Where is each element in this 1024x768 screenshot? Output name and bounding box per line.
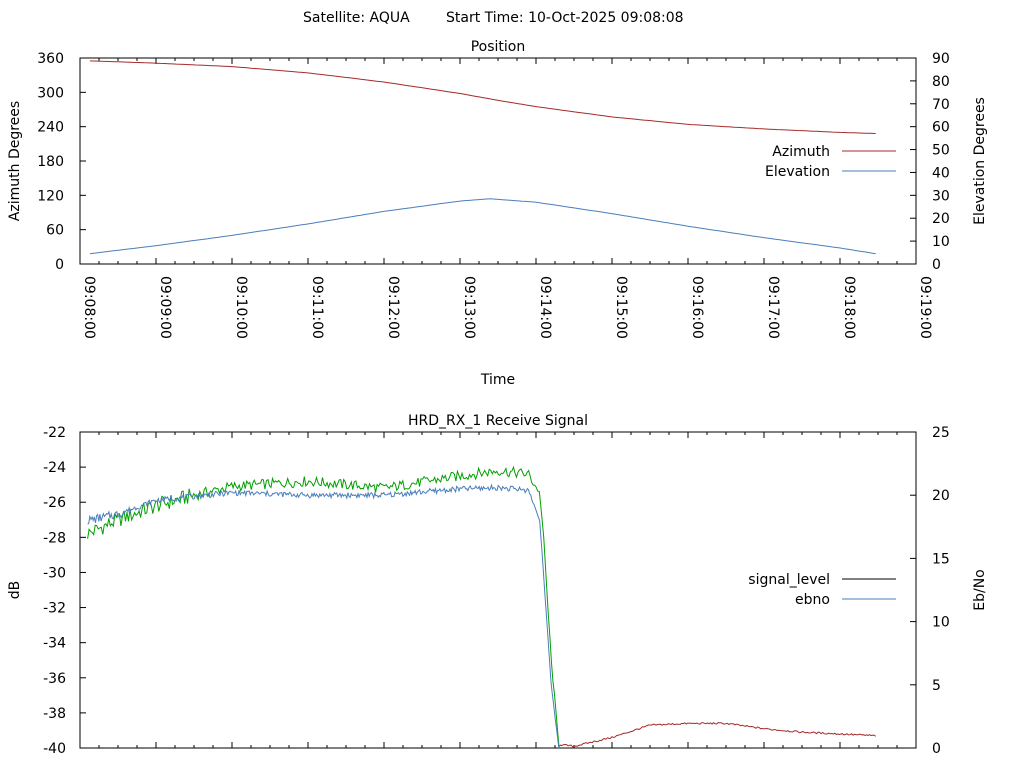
- legend-label: Azimuth: [772, 144, 830, 160]
- y2-tick-label: 60: [932, 120, 950, 136]
- x-tick-label: 09:14:00: [537, 276, 553, 339]
- legend-label: signal_level: [748, 572, 830, 588]
- x-tick-label: 09:13:00: [461, 276, 477, 339]
- series-line-signal-level-locked: [87, 465, 560, 747]
- x-axis-label: Time: [480, 372, 515, 388]
- legend-label: ebno: [795, 592, 830, 608]
- y-tick-label: -36: [43, 671, 66, 687]
- x-tick-label: 09:12:00: [385, 276, 401, 339]
- x-tick-label: 09:15:00: [613, 276, 629, 339]
- y2-tick-label: 25: [932, 425, 950, 441]
- header-start-time: Start Time: 10-Oct-2025 09:08:08: [446, 10, 684, 26]
- legend-label: Elevation: [765, 164, 830, 180]
- y2-tick-label: 70: [932, 97, 950, 113]
- y-tick-label: -28: [43, 530, 66, 546]
- y-tick-label: -26: [43, 495, 66, 511]
- y2-tick-label: 30: [932, 188, 950, 204]
- y2-tick-label: 20: [932, 488, 950, 504]
- y2-tick-label: 5: [932, 678, 941, 694]
- chart-title: HRD_RX_1 Receive Signal: [408, 413, 588, 429]
- receive-signal-chart: HRD_RX_1 Receive Signal -40 -38 -36 -34 -32 -3…: [7, 413, 988, 757]
- y2-tick-label: 90: [932, 51, 950, 67]
- series-line-elevation: [89, 198, 876, 255]
- y-tick-label: -22: [43, 425, 66, 441]
- y2-tick-label: 10: [932, 615, 950, 631]
- series-line-azimuth: [89, 60, 876, 134]
- y2-axis-label: Eb/No: [972, 569, 988, 611]
- y2-tick-label: 15: [932, 551, 950, 567]
- y-tick-label: 0: [55, 257, 64, 273]
- series-line-ebno: [87, 483, 560, 749]
- y-axis-label: Azimuth Degrees: [7, 101, 23, 221]
- header-satellite: Satellite: AQUA: [303, 10, 410, 26]
- position-chart: Position 0 60 120 180 240 300 360 0 10 20 30 40 50 60 7…: [7, 39, 988, 388]
- y2-tick-label: 0: [932, 741, 941, 757]
- y-tick-label: 120: [37, 188, 64, 204]
- x-tick-label: 09:18:00: [841, 276, 857, 339]
- y2-tick-label: 10: [932, 234, 950, 250]
- y-tick-label: -34: [43, 636, 66, 652]
- y-tick-label: 60: [46, 223, 64, 239]
- y2-tick-label: 0: [932, 257, 941, 273]
- x-tick-label: 09:16:00: [689, 276, 705, 339]
- x-tick-label: 09:08:00: [81, 276, 97, 339]
- x-tick-label: 09:17:00: [765, 276, 781, 339]
- plot-frame: [79, 57, 917, 265]
- y2-tick-label: 80: [932, 74, 950, 90]
- y-tick-label: 240: [37, 120, 64, 136]
- x-tick-label: 09:11:00: [309, 276, 325, 339]
- plot-frame: [79, 431, 917, 749]
- y2-tick-label: 20: [932, 211, 950, 227]
- x-tick-label: 09:19:00: [917, 276, 933, 339]
- y-axis-label: dB: [7, 581, 23, 600]
- y-tick-label: -40: [43, 741, 66, 757]
- y-tick-label: -38: [43, 706, 66, 722]
- y-tick-label: 300: [37, 85, 64, 101]
- y-tick-label: -32: [43, 601, 66, 617]
- chart-title: Position: [471, 39, 526, 55]
- y2-tick-label: 40: [932, 165, 950, 181]
- y2-axis-label: Elevation Degrees: [972, 97, 988, 225]
- y2-tick-label: 50: [932, 143, 950, 159]
- y-tick-label: -24: [43, 460, 66, 476]
- x-tick-label: 09:10:00: [233, 276, 249, 339]
- y-tick-label: 360: [37, 51, 64, 67]
- series-line-signal-level-unlocked: [558, 722, 876, 748]
- x-tick-label: 09:09:00: [157, 276, 173, 339]
- y-tick-label: -30: [43, 565, 66, 581]
- y-tick-label: 180: [37, 154, 64, 170]
